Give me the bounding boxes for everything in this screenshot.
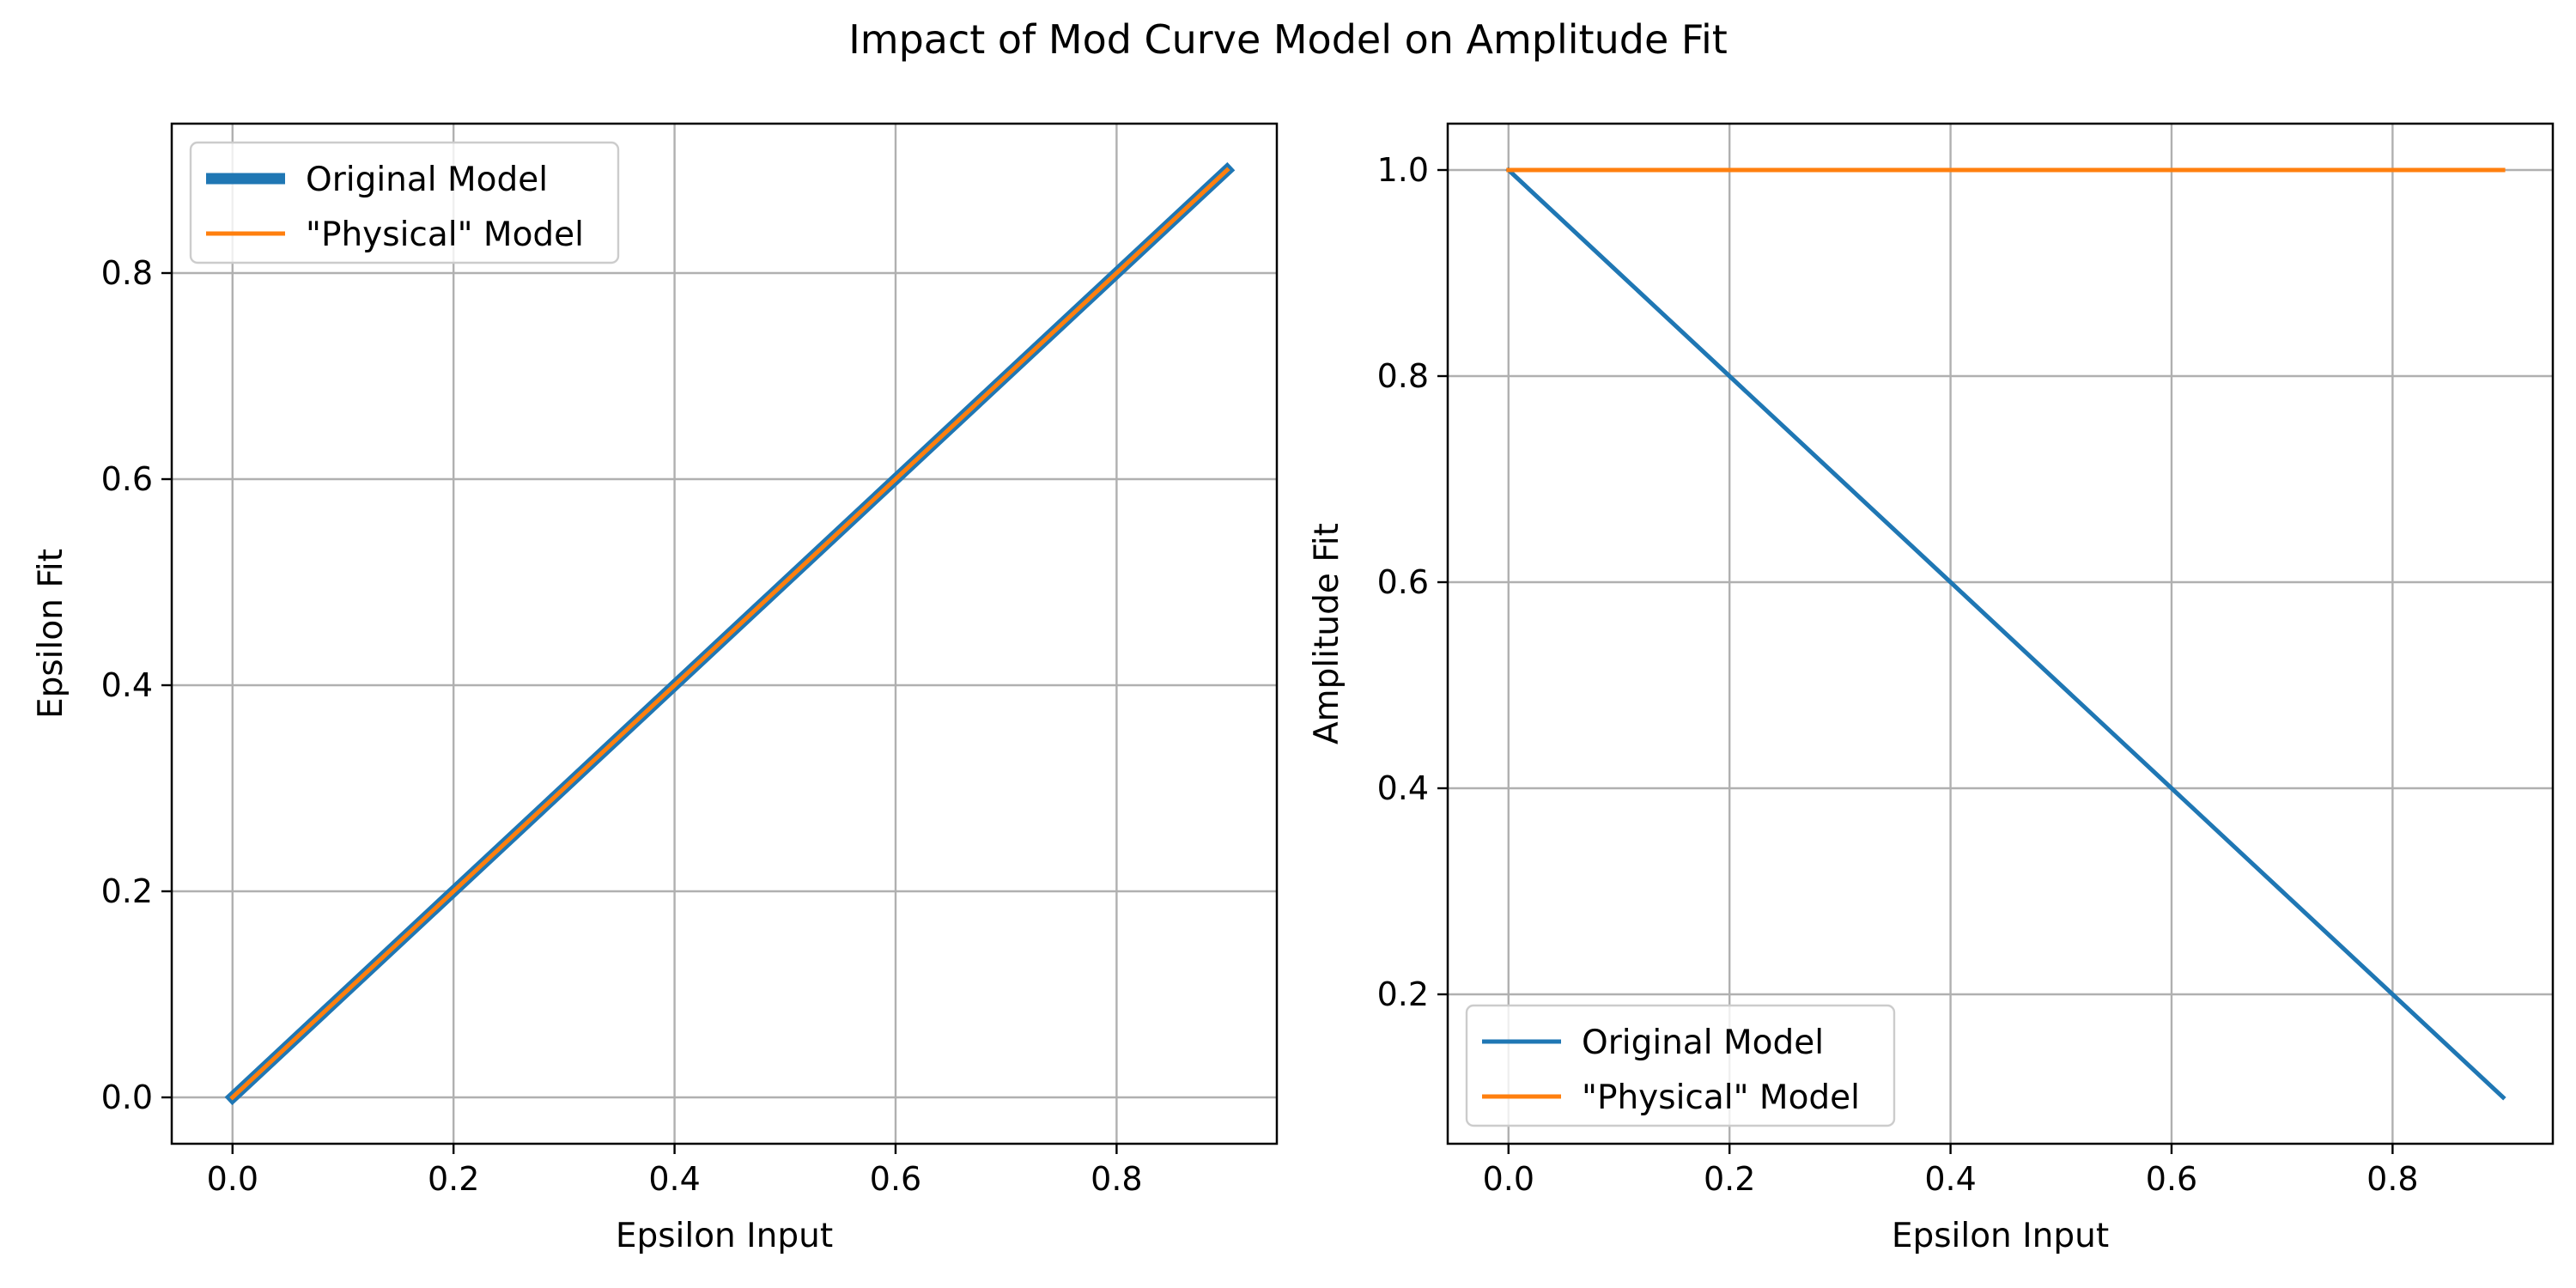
series-line-1 (1505, 167, 2506, 1101)
x-tick-label: 0.2 (428, 1160, 479, 1198)
y-tick-label: 1.0 (1377, 151, 1429, 189)
y-tick-label: 0.8 (101, 254, 153, 292)
x-tick-label: 0.8 (2366, 1160, 2418, 1198)
x-tick-label: 0.6 (870, 1160, 921, 1198)
y-axis-label: Amplitude Fit (1308, 523, 1346, 744)
axes-frame (1446, 122, 2555, 1145)
x-tick-label: 0.2 (1704, 1160, 1755, 1198)
series-group (1505, 167, 2506, 1101)
x-axis-label: Epsilon Input (1892, 1217, 2109, 1255)
legend-frame (1465, 1004, 1896, 1127)
y-axis-label: Epsilon Fit (32, 549, 70, 719)
y-tick-label: 0.8 (1377, 357, 1429, 395)
y-tick-label: 0.6 (1377, 563, 1429, 601)
x-tick-label: 0.4 (1924, 1160, 1976, 1198)
x-tick-label: 0.0 (1483, 1160, 1534, 1198)
y-tick-label: 0.4 (101, 666, 153, 704)
legend-label-1: Original Model (306, 161, 548, 199)
x-tick-label: 0.4 (648, 1160, 700, 1198)
y-tick-label: 0.2 (1377, 975, 1429, 1013)
series-line-2 (229, 167, 1230, 1101)
y-tick-label: 0.0 (101, 1078, 153, 1116)
legend-label-2: "Physical" Model (306, 216, 584, 254)
x-axis-label: Epsilon Input (616, 1217, 833, 1255)
x-tick-label: 0.0 (207, 1160, 258, 1198)
y-tick-label: 0.4 (1377, 769, 1429, 807)
legend: Original Model "Physical" Model (189, 141, 620, 264)
x-tick-label: 0.8 (1091, 1160, 1142, 1198)
legend-frame (189, 141, 620, 264)
legend: Original Model "Physical" Model (1465, 1004, 1896, 1127)
y-tick-label: 0.6 (101, 460, 153, 498)
series-group (224, 161, 1236, 1106)
chart-panel-2: 0.0 0.2 0.4 0.6 0.8 0.2 0.4 0.6 0.8 1.0 Epsilon In… (1308, 122, 2555, 1255)
legend-label-1: Original Model (1582, 1024, 1824, 1062)
figure-title: Impact of Mod Curve Model on Amplitude F… (848, 16, 1728, 63)
x-tick-label: 0.6 (2146, 1160, 2197, 1198)
y-tick-label: 0.2 (101, 872, 153, 910)
chart-panel-1: 0.0 0.2 0.4 0.6 0.8 0.0 0.2 0.4 0.6 0.8 Epsilon In… (32, 122, 1279, 1255)
legend-label-2: "Physical" Model (1582, 1078, 1860, 1117)
axes-frame (170, 122, 1279, 1145)
